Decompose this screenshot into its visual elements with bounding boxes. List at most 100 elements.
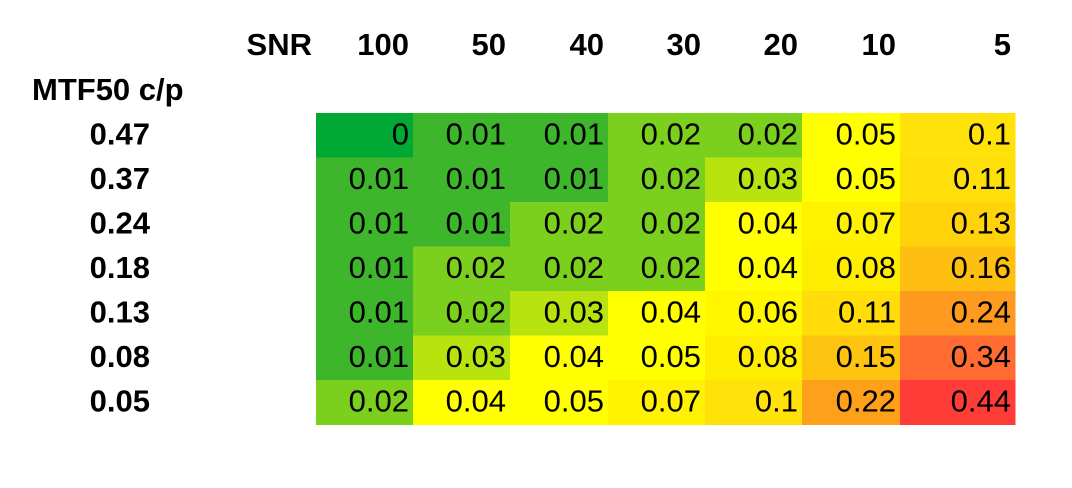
cell xyxy=(510,113,609,158)
cell xyxy=(900,335,1016,381)
cell xyxy=(900,246,1016,292)
cell xyxy=(413,246,511,292)
cell xyxy=(705,113,803,158)
cell xyxy=(413,113,511,158)
cell xyxy=(705,246,803,292)
cell xyxy=(413,335,511,381)
cell-value: 0.13 xyxy=(951,205,1011,240)
cell xyxy=(705,291,803,336)
cell xyxy=(900,291,1016,336)
cell xyxy=(510,291,609,336)
cell xyxy=(510,380,609,425)
column-header: 30 xyxy=(667,27,701,62)
cell xyxy=(802,202,901,247)
cell-value: 0.08 xyxy=(836,250,896,285)
cell xyxy=(608,157,706,203)
cell xyxy=(900,202,1016,247)
cell-value: 0.11 xyxy=(953,161,1011,196)
cell-value: 0.01 xyxy=(446,161,506,196)
cell-value: 0.01 xyxy=(349,294,409,329)
cell xyxy=(316,202,414,247)
cell xyxy=(316,291,414,336)
cell xyxy=(900,113,1016,158)
cell xyxy=(705,380,803,425)
column-header: 100 xyxy=(357,27,409,62)
cell-value: 0.03 xyxy=(446,339,506,374)
row-title: MTF50 c/p xyxy=(32,72,184,107)
cell-value: 0.11 xyxy=(838,294,896,329)
row-label: 0.47 xyxy=(90,116,150,151)
row-label: 0.13 xyxy=(90,294,150,329)
cell-value: 0.01 xyxy=(544,161,604,196)
cell-value: 0.24 xyxy=(951,294,1011,329)
row-label: 0.05 xyxy=(90,383,150,418)
cell xyxy=(510,202,609,247)
cell-value: 0.04 xyxy=(641,294,701,329)
cell-value: 0.01 xyxy=(349,205,409,240)
cell-value: 0.44 xyxy=(951,383,1011,418)
cell xyxy=(705,202,803,247)
cell-value: 0.02 xyxy=(544,250,604,285)
cell xyxy=(608,246,706,292)
cell xyxy=(802,113,901,158)
cell-value: 0.01 xyxy=(446,205,506,240)
cell-value: 0 xyxy=(392,116,409,151)
cell xyxy=(316,157,414,203)
cell-value: 0.16 xyxy=(951,250,1011,285)
cell-value: 0.02 xyxy=(641,116,701,151)
cell-value: 0.02 xyxy=(641,250,701,285)
cell-value: 0.03 xyxy=(544,294,604,329)
cell-value: 0.34 xyxy=(951,339,1011,374)
cell-value: 0.01 xyxy=(349,250,409,285)
cell-value: 0.03 xyxy=(738,161,798,196)
cell-value: 0.02 xyxy=(349,383,409,418)
row-label: 0.37 xyxy=(90,161,150,196)
cell xyxy=(802,157,901,203)
cell xyxy=(413,157,511,203)
cell-value: 0.08 xyxy=(738,339,798,374)
cell xyxy=(705,157,803,203)
cell xyxy=(413,202,511,247)
cell xyxy=(510,335,609,381)
cell-value: 0.05 xyxy=(836,116,896,151)
column-header: 5 xyxy=(994,27,1011,62)
cell xyxy=(608,380,706,425)
cell xyxy=(608,202,706,247)
cell xyxy=(316,335,414,381)
cell-value: 0.01 xyxy=(446,116,506,151)
cell xyxy=(510,246,609,292)
cell xyxy=(802,246,901,292)
cell xyxy=(608,335,706,381)
cell xyxy=(316,380,414,425)
row-label: 0.18 xyxy=(90,250,150,285)
cell xyxy=(413,291,511,336)
cell xyxy=(608,291,706,336)
cell-value: 0.01 xyxy=(349,339,409,374)
cell xyxy=(900,157,1016,203)
cell xyxy=(802,291,901,336)
cell-value: 0.02 xyxy=(446,250,506,285)
cell-value: 0.15 xyxy=(836,339,896,374)
cell-value: 0.04 xyxy=(738,205,798,240)
row-label: 0.08 xyxy=(90,339,150,374)
cell-value: 0.04 xyxy=(738,250,798,285)
cell xyxy=(413,380,511,425)
column-header: 50 xyxy=(472,27,506,62)
cell-value: 0.04 xyxy=(544,339,604,374)
cell-value: 0.07 xyxy=(836,205,896,240)
cell xyxy=(900,380,1016,425)
cell-value: 0.1 xyxy=(755,383,798,418)
cell-value: 0.02 xyxy=(446,294,506,329)
cell-value: 0.05 xyxy=(641,339,701,374)
corner-label: SNR xyxy=(247,27,312,62)
cell xyxy=(316,113,414,158)
cell xyxy=(802,380,901,425)
cell xyxy=(802,335,901,381)
cell-value: 0.02 xyxy=(544,205,604,240)
cell-value: 0.06 xyxy=(738,294,798,329)
cell-value: 0.04 xyxy=(446,383,506,418)
cell-value: 0.22 xyxy=(836,383,896,418)
cell-value: 0.01 xyxy=(544,116,604,151)
cell-value: 0.01 xyxy=(349,161,409,196)
